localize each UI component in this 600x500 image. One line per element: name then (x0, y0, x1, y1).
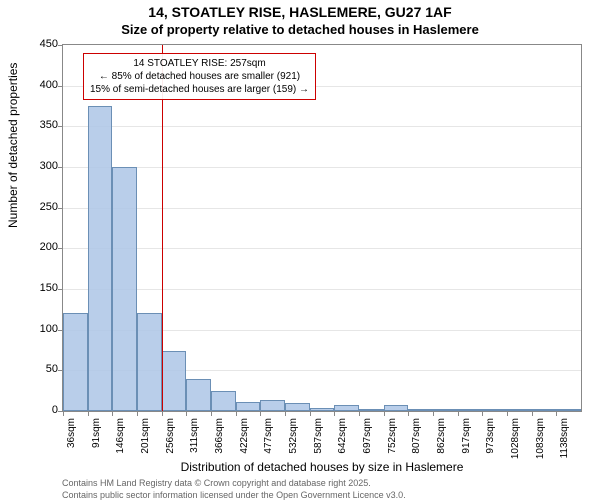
footnote-line2: Contains public sector information licen… (62, 490, 406, 500)
plot-area: 14 STOATLEY RISE: 257sqm← 85% of detache… (62, 44, 582, 412)
y-tick-label: 450 (18, 38, 58, 50)
chart-container: 14, STOATLEY RISE, HASLEMERE, GU27 1AF S… (0, 0, 600, 500)
x-tick-label: 256sqm (165, 418, 176, 466)
x-tick-label: 422sqm (239, 418, 250, 466)
grid-line (63, 126, 581, 127)
x-tick-label: 146sqm (115, 418, 126, 466)
x-tick-label: 973sqm (485, 418, 496, 466)
x-tick-label: 587sqm (313, 418, 324, 466)
x-tick-mark (507, 411, 508, 416)
annotation-line: 14 STOATLEY RISE: 257sqm (90, 57, 309, 70)
x-tick-label: 91sqm (91, 418, 102, 466)
x-tick-label: 532sqm (288, 418, 299, 466)
footnote-line1: Contains HM Land Registry data © Crown c… (62, 478, 371, 488)
x-tick-label: 1138sqm (559, 418, 570, 466)
x-tick-mark (384, 411, 385, 416)
x-tick-mark (408, 411, 409, 416)
histogram-bar (211, 391, 236, 411)
y-tick-label: 350 (18, 119, 58, 131)
histogram-bar (236, 402, 261, 411)
x-tick-mark (458, 411, 459, 416)
histogram-bar (162, 351, 187, 411)
histogram-bar (63, 313, 88, 411)
histogram-bar (310, 408, 335, 411)
grid-line (63, 248, 581, 249)
x-tick-mark (260, 411, 261, 416)
histogram-bar (384, 405, 409, 411)
y-tick-label: 50 (18, 363, 58, 375)
histogram-bar (359, 409, 384, 411)
annotation-line: 15% of semi-detached houses are larger (… (90, 83, 309, 96)
histogram-bar (334, 405, 359, 411)
annotation-line: ← 85% of detached houses are smaller (92… (90, 70, 309, 83)
histogram-bar (556, 409, 581, 411)
histogram-bar (507, 409, 532, 411)
histogram-bar (482, 409, 507, 411)
y-tick-mark (58, 289, 63, 290)
y-tick-label: 0 (18, 404, 58, 416)
x-tick-label: 862sqm (436, 418, 447, 466)
histogram-bar (433, 409, 458, 411)
x-tick-mark (137, 411, 138, 416)
y-tick-label: 150 (18, 282, 58, 294)
y-tick-mark (58, 167, 63, 168)
x-tick-mark (63, 411, 64, 416)
x-tick-label: 201sqm (140, 418, 151, 466)
histogram-bar (186, 379, 211, 411)
x-tick-label: 642sqm (337, 418, 348, 466)
x-tick-mark (532, 411, 533, 416)
histogram-bar (285, 403, 310, 411)
x-tick-label: 311sqm (189, 418, 200, 466)
y-tick-label: 100 (18, 323, 58, 335)
histogram-bar (112, 167, 137, 411)
x-tick-mark (482, 411, 483, 416)
x-tick-mark (334, 411, 335, 416)
x-tick-label: 1028sqm (510, 418, 521, 466)
y-tick-mark (58, 248, 63, 249)
y-tick-mark (58, 45, 63, 46)
histogram-bar (458, 409, 483, 411)
x-tick-label: 752sqm (387, 418, 398, 466)
histogram-bar (88, 106, 113, 411)
grid-line (63, 208, 581, 209)
x-tick-label: 477sqm (263, 418, 274, 466)
x-tick-mark (162, 411, 163, 416)
chart-title-line1: 14, STOATLEY RISE, HASLEMERE, GU27 1AF (0, 4, 600, 20)
x-tick-mark (88, 411, 89, 416)
histogram-bar (532, 409, 557, 411)
x-tick-label: 917sqm (461, 418, 472, 466)
x-tick-label: 1083sqm (535, 418, 546, 466)
x-tick-mark (186, 411, 187, 416)
x-tick-label: 36sqm (66, 418, 77, 466)
x-tick-label: 807sqm (411, 418, 422, 466)
chart-title-line2: Size of property relative to detached ho… (0, 22, 600, 37)
x-tick-mark (556, 411, 557, 416)
x-tick-mark (359, 411, 360, 416)
y-tick-mark (58, 208, 63, 209)
x-tick-label: 366sqm (214, 418, 225, 466)
y-tick-label: 400 (18, 79, 58, 91)
x-tick-mark (112, 411, 113, 416)
histogram-bar (260, 400, 285, 411)
y-tick-label: 250 (18, 201, 58, 213)
x-tick-mark (433, 411, 434, 416)
x-tick-mark (236, 411, 237, 416)
grid-line (63, 289, 581, 290)
x-tick-mark (285, 411, 286, 416)
y-tick-mark (58, 86, 63, 87)
x-tick-label: 697sqm (362, 418, 373, 466)
y-tick-label: 300 (18, 160, 58, 172)
histogram-bar (408, 409, 433, 411)
x-tick-mark (310, 411, 311, 416)
annotation-box: 14 STOATLEY RISE: 257sqm← 85% of detache… (83, 53, 316, 100)
histogram-bar (137, 313, 162, 411)
y-tick-label: 200 (18, 241, 58, 253)
x-tick-mark (211, 411, 212, 416)
grid-line (63, 167, 581, 168)
y-tick-mark (58, 126, 63, 127)
